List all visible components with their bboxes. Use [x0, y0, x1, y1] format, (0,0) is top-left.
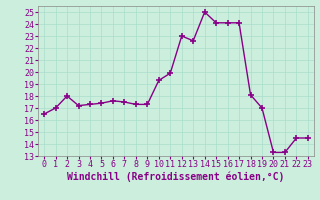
X-axis label: Windchill (Refroidissement éolien,°C): Windchill (Refroidissement éolien,°C): [67, 172, 285, 182]
